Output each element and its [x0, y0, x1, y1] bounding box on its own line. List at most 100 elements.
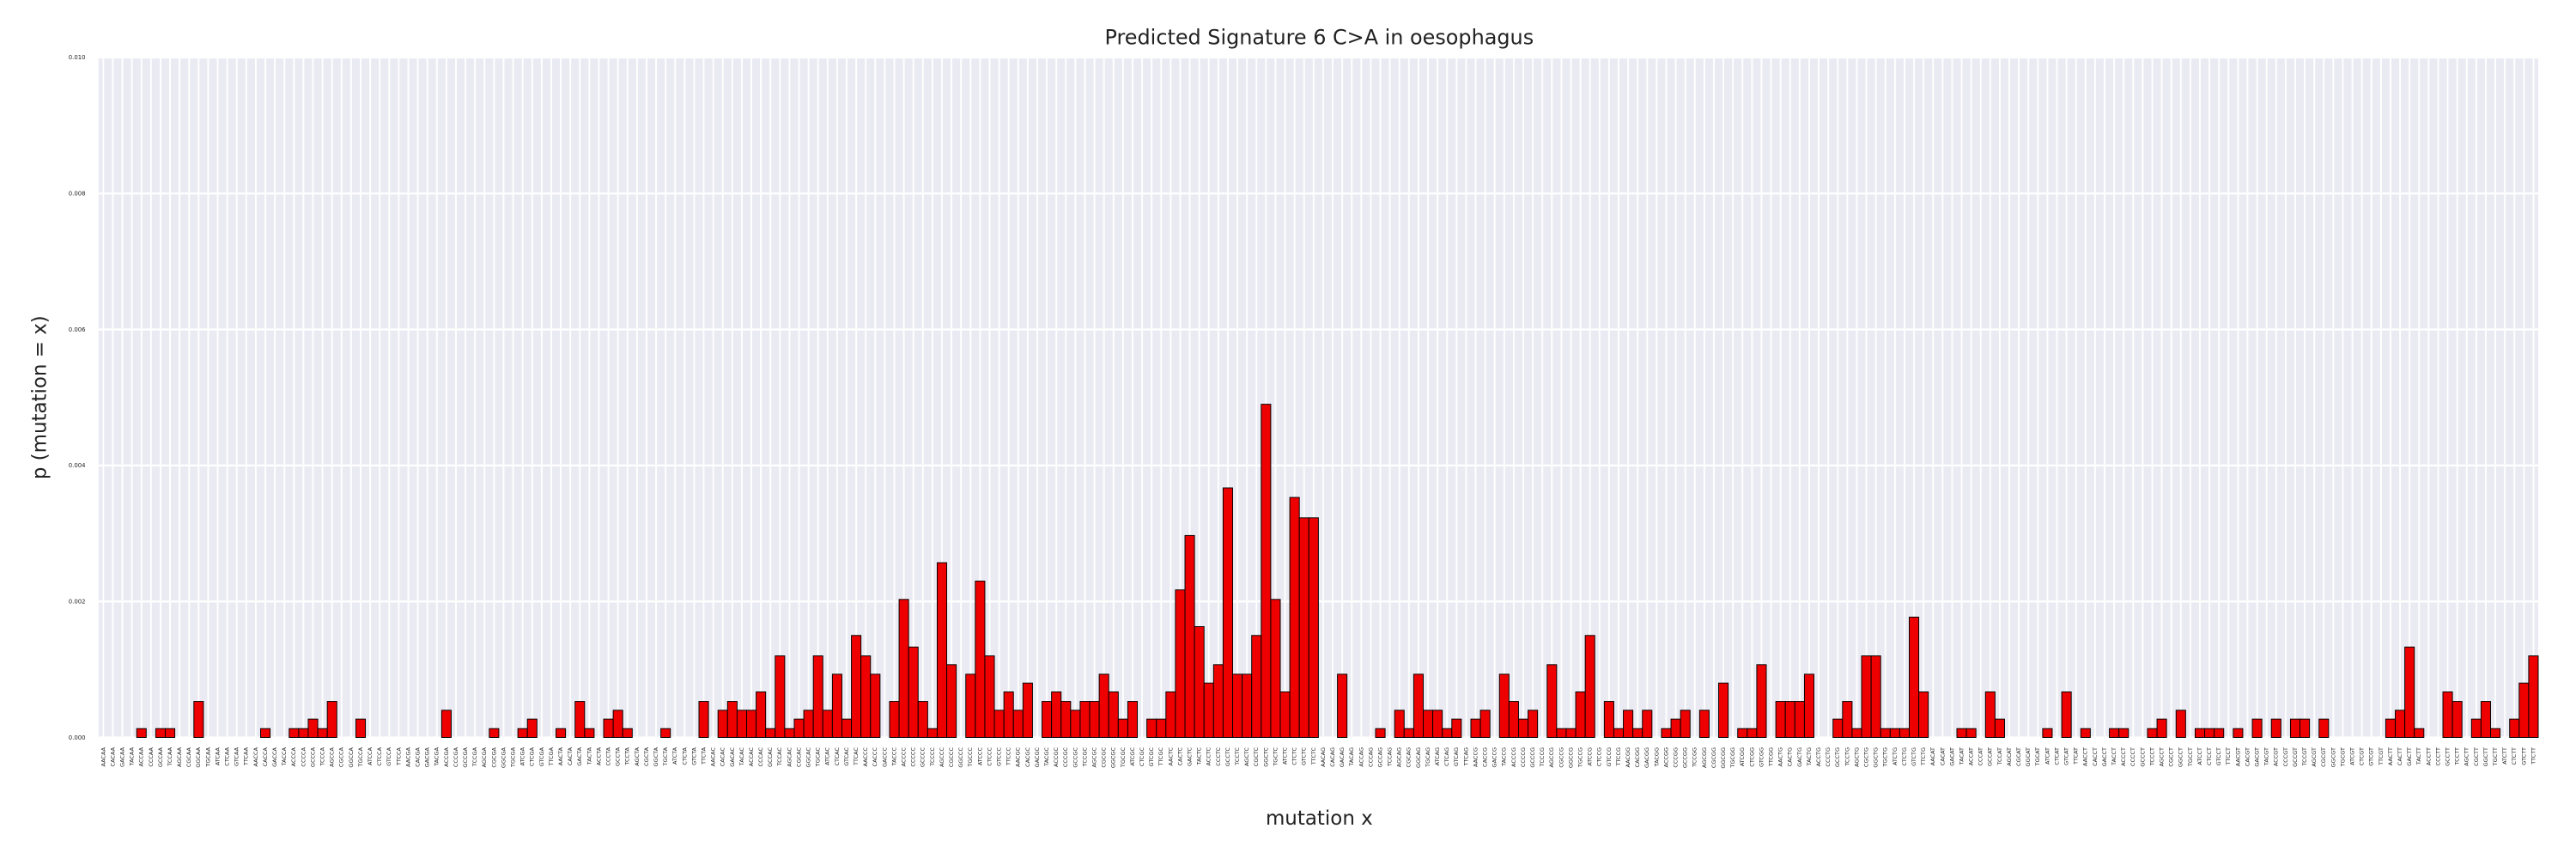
x-tick-label: AACAT — [1929, 747, 1936, 765]
bar — [317, 728, 328, 738]
y-tick-label: 0.008 — [69, 191, 86, 198]
bar — [1127, 701, 1139, 738]
x-tick-label: ATCGA — [519, 746, 526, 765]
x-tick-label: CTCTT — [2511, 747, 2518, 765]
bar — [1918, 691, 1929, 738]
bar — [946, 664, 957, 738]
bar — [1184, 534, 1195, 738]
bar — [889, 701, 900, 738]
x-tick-label: ACCTA — [595, 746, 602, 765]
bar — [1565, 728, 1577, 738]
bar — [1212, 664, 1224, 738]
x-tick-label: ACCAT — [1968, 747, 1975, 765]
y-axis-label: p (mutation = x) — [29, 315, 52, 479]
x-tick-label: TCCAG — [1387, 747, 1394, 767]
x-tick-label: CGCCG — [1558, 747, 1564, 768]
x-tick-label: CACCC — [872, 747, 878, 767]
bar — [1337, 673, 1348, 738]
x-tick-label: GCCTT — [2444, 747, 2451, 766]
x-tick-label: AACTA — [557, 746, 564, 765]
x-tick-label: TTCAA — [243, 746, 250, 766]
bar — [1232, 673, 1243, 738]
x-tick-label: GTCCG — [1606, 747, 1613, 767]
x-tick-label: CCCGA — [453, 746, 459, 767]
chart-title: Predicted Signature 6 C>A in oesophagus — [1105, 26, 1534, 50]
bar — [556, 728, 567, 738]
x-tick-label: GGCGC — [1110, 747, 1117, 769]
x-tick-label: CTCCC — [986, 747, 993, 766]
x-tick-label: TCCAT — [1996, 747, 2003, 766]
bar — [726, 701, 738, 738]
bar — [1642, 710, 1653, 738]
x-tick-label: TACCC — [890, 747, 897, 767]
x-tick-label: ATCCA — [367, 746, 374, 765]
x-tick-label: CACTA — [567, 746, 574, 765]
x-tick-label: CTCAA — [224, 746, 231, 765]
x-tick-label: AACTT — [2387, 747, 2394, 765]
bar — [2251, 718, 2263, 738]
x-tick-label: AGCCG — [1548, 747, 1555, 767]
bar — [1079, 701, 1091, 738]
bar — [1756, 664, 1767, 738]
x-tick-label: CGCTA — [643, 746, 650, 766]
x-tick-label: ATCTG — [1892, 747, 1899, 765]
x-tick-label: GGCTA — [653, 746, 659, 766]
x-tick-label: CCCCG — [1520, 747, 1527, 767]
bar — [936, 562, 948, 738]
bar — [803, 710, 814, 738]
x-tick-label: TACTG — [1806, 747, 1813, 766]
x-tick-label: GCCAG — [1376, 747, 1383, 767]
x-tick-label: GGCAA — [195, 746, 202, 767]
x-tick-label: GGCCT — [2178, 747, 2184, 767]
bar — [1422, 710, 1434, 738]
x-tick-label: CCCAG — [1367, 747, 1374, 767]
bar — [1012, 710, 1024, 738]
x-tick-label: AGCGG — [1701, 747, 1708, 768]
y-tick-label: 0.010 — [69, 54, 86, 61]
x-tick-label: ACCAG — [1358, 747, 1364, 767]
x-tick-label: GGCGT — [2330, 747, 2336, 767]
x-tick-label: GTCGC — [1148, 747, 1155, 767]
x-tick-label: CCCTC — [1215, 747, 1222, 766]
bar — [1270, 599, 1281, 738]
bar — [917, 701, 928, 738]
x-tick-label: AACCC — [862, 747, 869, 767]
x-tick-label: TCCGT — [2301, 747, 2308, 766]
x-tick-label: TGCCT — [2187, 747, 2194, 767]
x-tick-label: CACGG — [1634, 747, 1641, 767]
bar — [822, 710, 833, 738]
x-tick-label: AACAG — [1320, 747, 1327, 767]
y-tick-label: 0.006 — [69, 326, 86, 333]
bar — [1003, 691, 1014, 738]
y-tick-label: 0.000 — [69, 734, 86, 741]
bar — [2061, 691, 2072, 738]
x-tick-label: GGCCG — [1567, 747, 1574, 768]
x-tick-label: AGCCC — [939, 747, 945, 767]
x-tick-label: TACAG — [1348, 747, 1355, 767]
x-tick-label: GCCGC — [1072, 747, 1078, 768]
bar — [1089, 701, 1100, 738]
bar — [1889, 728, 1900, 738]
x-tick-label: TTCAC — [853, 747, 860, 766]
bar — [1479, 710, 1491, 738]
bar — [2194, 728, 2206, 738]
x-tick-label: CGCGC — [1101, 747, 1108, 768]
bar — [1623, 710, 1634, 738]
bar — [1279, 691, 1291, 738]
bar — [1556, 728, 1567, 738]
x-tick-label: CCCTG — [1825, 747, 1832, 767]
x-tick-label: GCCGT — [2292, 747, 2299, 767]
x-tick-label: TCCAA — [167, 746, 173, 766]
x-tick-label: ACCCG — [1510, 747, 1517, 767]
y-tick-label: 0.002 — [69, 598, 86, 605]
x-tick-label: TGCTC — [1272, 747, 1279, 767]
bar — [2080, 728, 2091, 738]
bar — [1498, 673, 1510, 738]
bar — [1194, 626, 1205, 738]
x-tick-label: CCCAA — [148, 746, 155, 766]
bar — [975, 580, 986, 738]
bar — [1156, 718, 1167, 738]
x-tick-label: TACCG — [1501, 747, 1508, 767]
x-tick-label: CCCCA — [300, 746, 307, 766]
bar — [1146, 718, 1157, 738]
